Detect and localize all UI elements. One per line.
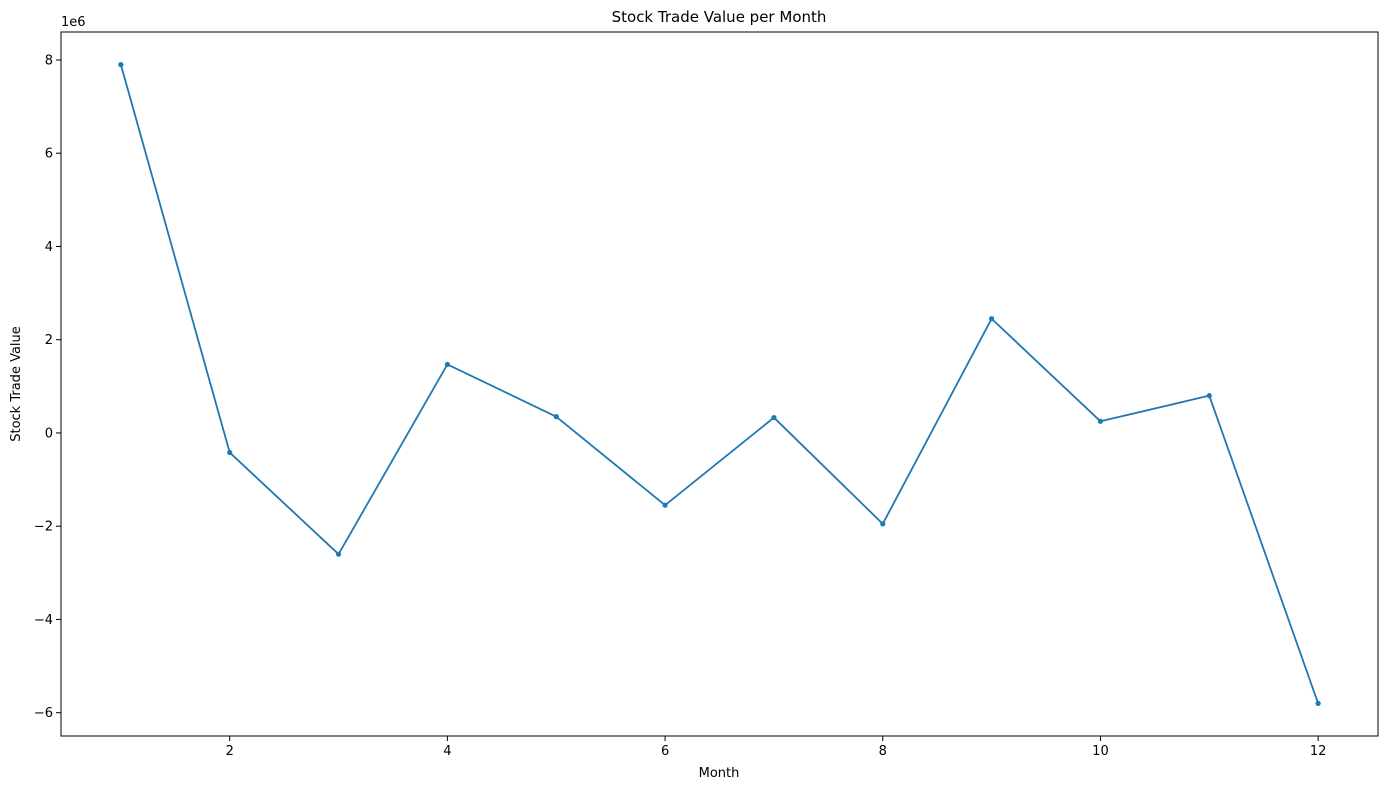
plot-frame: [60, 31, 1379, 737]
y-tick-label: 0: [45, 426, 53, 441]
x-tick-label: 8: [879, 744, 887, 759]
data-point: [227, 449, 233, 456]
data-point: [444, 361, 450, 368]
x-tick-label: 10: [1092, 744, 1109, 759]
y-tick-label: 4: [45, 240, 53, 255]
x-tick-label: 2: [226, 744, 234, 759]
x-tick-label: 4: [443, 744, 451, 759]
data-point: [989, 316, 995, 322]
data-point: [662, 502, 668, 508]
y-tick-label: −4: [34, 613, 53, 628]
data-point: [1097, 418, 1104, 424]
data-point: [880, 521, 886, 527]
y-tick-label: −2: [34, 520, 53, 535]
data-point: [1206, 393, 1212, 399]
data-point: [771, 414, 777, 421]
x-axis-title: Month: [699, 766, 740, 781]
data-point: [553, 414, 559, 420]
plot-area: 2 4 6 8 10 12 −6 −4 −2 0 2 4 6 8: [34, 31, 1379, 759]
data-point: [335, 551, 342, 557]
chart-title: Stock Trade Value per Month: [612, 8, 827, 26]
y-axis-title: Stock Trade Value: [9, 326, 24, 442]
y-tick-label: 2: [45, 333, 53, 348]
y-tick-label: 8: [45, 53, 53, 68]
y-tick-label: −6: [34, 706, 53, 721]
data-point: [118, 62, 124, 68]
y-tick-label: 6: [45, 147, 53, 162]
x-tick-label: 6: [661, 744, 669, 759]
data-point: [1315, 700, 1321, 706]
x-tick-label: 12: [1310, 744, 1327, 759]
y-axis-offset-label: 1e6: [61, 15, 86, 30]
series-line: [119, 64, 1319, 704]
